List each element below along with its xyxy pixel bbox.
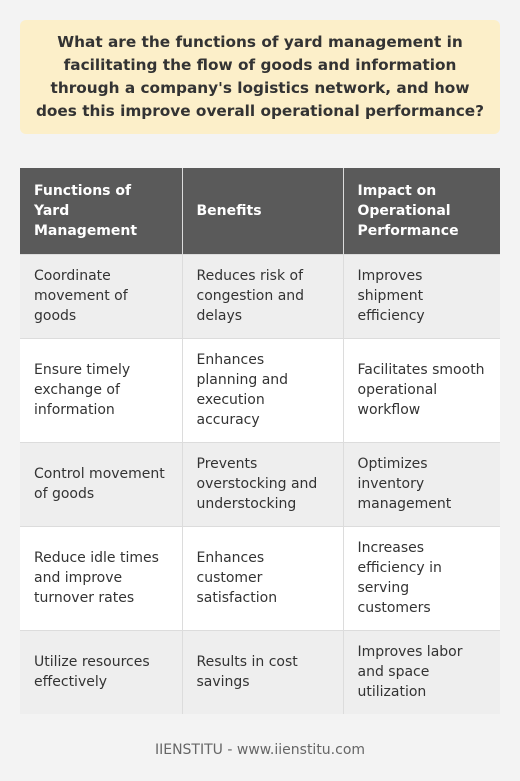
footer-credit: IIENSTITU - www.iienstitu.com xyxy=(154,742,366,758)
benefit-cell: Enhances planning and execution accuracy xyxy=(181,338,343,442)
function-cell: Ensure timely exchange of information xyxy=(20,338,182,442)
impact-cell: Increases efficiency in serving customer… xyxy=(342,526,500,630)
function-cell: Reduce idle times and improve turnover r… xyxy=(20,526,182,630)
yard-management-table: Functions of Yard Management Benefits Im… xyxy=(20,168,500,714)
impact-cell: Improves shipment efficiency xyxy=(342,254,500,338)
function-cell: Coordinate movement of goods xyxy=(20,254,182,338)
impact-cell: Facilitates smooth operational workflow xyxy=(342,338,500,442)
benefit-cell: Enhances customer satisfaction xyxy=(181,526,343,630)
function-cell: Control movement of goods xyxy=(20,442,182,526)
table-row: Coordinate movement of goods Reduces ris… xyxy=(20,254,500,338)
table-row: Ensure timely exchange of information En… xyxy=(20,338,500,442)
header-benefits: Benefits xyxy=(181,168,343,254)
impact-cell: Optimizes inventory management xyxy=(342,442,500,526)
question-text: What are the functions of yard managemen… xyxy=(35,33,485,120)
table-row: Utilize resources effectively Results in… xyxy=(20,630,500,714)
header-impact: Impact on Operational Performance xyxy=(342,168,500,254)
benefit-cell: Reduces risk of congestion and delays xyxy=(181,254,343,338)
header-functions: Functions of Yard Management xyxy=(20,168,182,254)
impact-cell: Improves labor and space utilization xyxy=(342,630,500,714)
benefit-cell: Results in cost savings xyxy=(181,630,343,714)
table-row: Control movement of goods Prevents overs… xyxy=(20,442,500,526)
benefit-cell: Prevents overstocking and understocking xyxy=(181,442,343,526)
table-row: Reduce idle times and improve turnover r… xyxy=(20,526,500,630)
question-box: What are the functions of yard managemen… xyxy=(20,20,500,134)
function-cell: Utilize resources effectively xyxy=(20,630,182,714)
table-header-row: Functions of Yard Management Benefits Im… xyxy=(20,168,500,254)
